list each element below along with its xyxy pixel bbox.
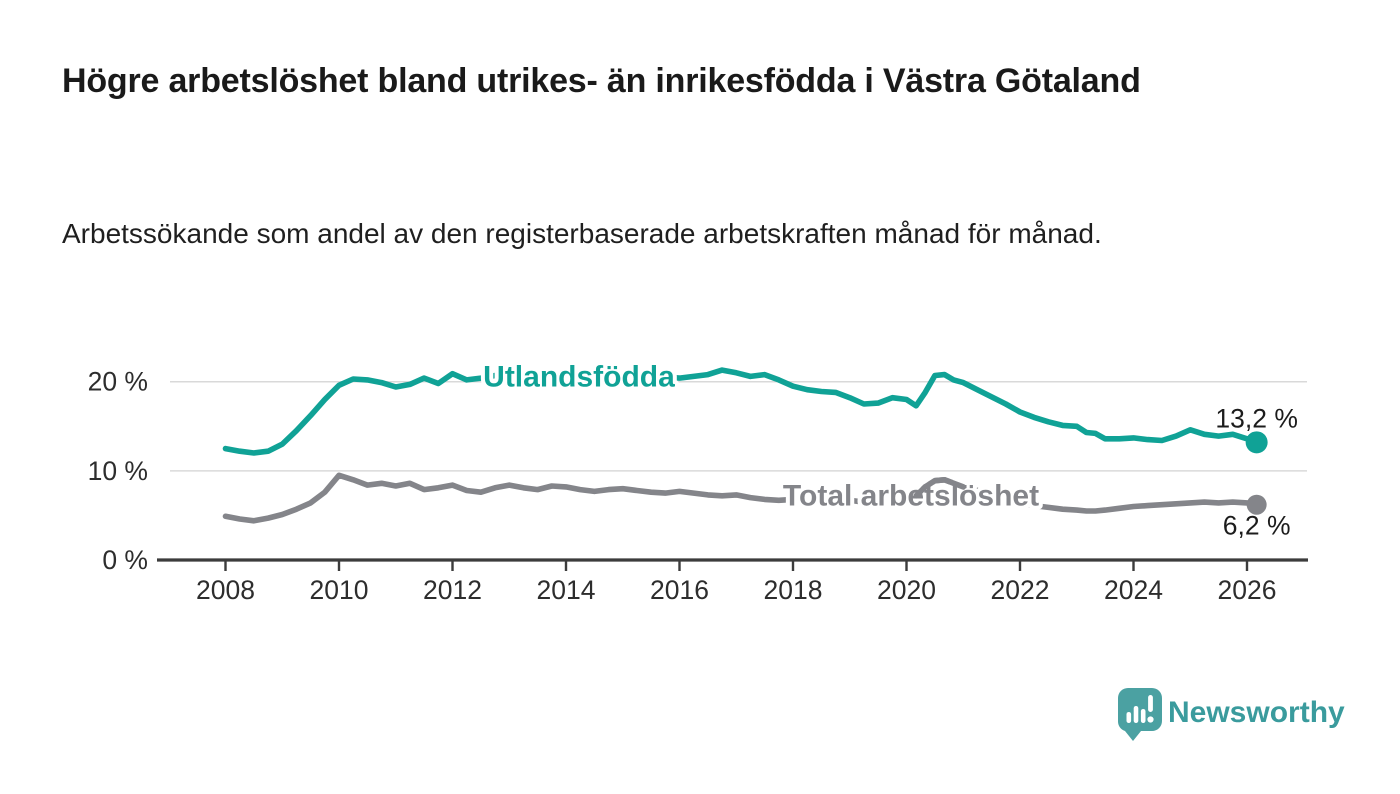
x-tick-label-2008: 2008	[196, 575, 255, 605]
chart-labels: Utlandsfödda Total arbetslöshet 13,2 % 6,2 …	[479, 357, 1298, 541]
end-dot-total	[1246, 494, 1267, 515]
series-line-utlandsfodda	[222, 367, 1260, 456]
chart-series	[222, 367, 1260, 524]
newsworthy-logo-icon	[1117, 688, 1162, 741]
x-tick-label-2014: 2014	[537, 575, 596, 605]
x-tick-label-2012: 2012	[423, 575, 482, 605]
x-tick-label-2022: 2022	[991, 575, 1050, 605]
series-spike-total	[913, 476, 967, 499]
x-tick-label-2026: 2026	[1218, 575, 1277, 605]
x-tick-label-2018: 2018	[764, 575, 823, 605]
page-title: Högre arbetslöshet bland utrikes- än inr…	[62, 62, 1141, 100]
newsworthy-logo: Newsworthy	[1117, 688, 1345, 741]
chart-gridlines	[170, 380, 1307, 472]
newsworthy-logo-text: Newsworthy	[1168, 696, 1345, 729]
series-line-total	[222, 472, 1260, 524]
value-label-total: 6,2 %	[1223, 511, 1291, 541]
y-tick-label-10: 10 %	[88, 456, 148, 486]
end-dot-utlandsfodda	[1245, 431, 1268, 454]
x-tick-label-2024: 2024	[1104, 575, 1163, 605]
x-tick-label-2016: 2016	[650, 575, 709, 605]
x-tick-label-2020: 2020	[877, 575, 936, 605]
chart-subtitle: Arbetssökande som andel av den registerb…	[62, 218, 1102, 249]
y-tick-label-20: 20 %	[88, 367, 148, 397]
y-tick-label-0: 0 %	[102, 545, 148, 575]
value-label-utlandsfodda: 13,2 %	[1215, 403, 1298, 433]
chart-axes: 2008 2010 2012 2014 2016 2018 2020 2022 2024 2026…	[88, 367, 1308, 605]
x-tick-label-2010: 2010	[310, 575, 369, 605]
series-label-total: Total arbetslöshet	[783, 480, 1039, 513]
series-label-utlandsfodda: Utlandsfödda	[483, 361, 675, 394]
